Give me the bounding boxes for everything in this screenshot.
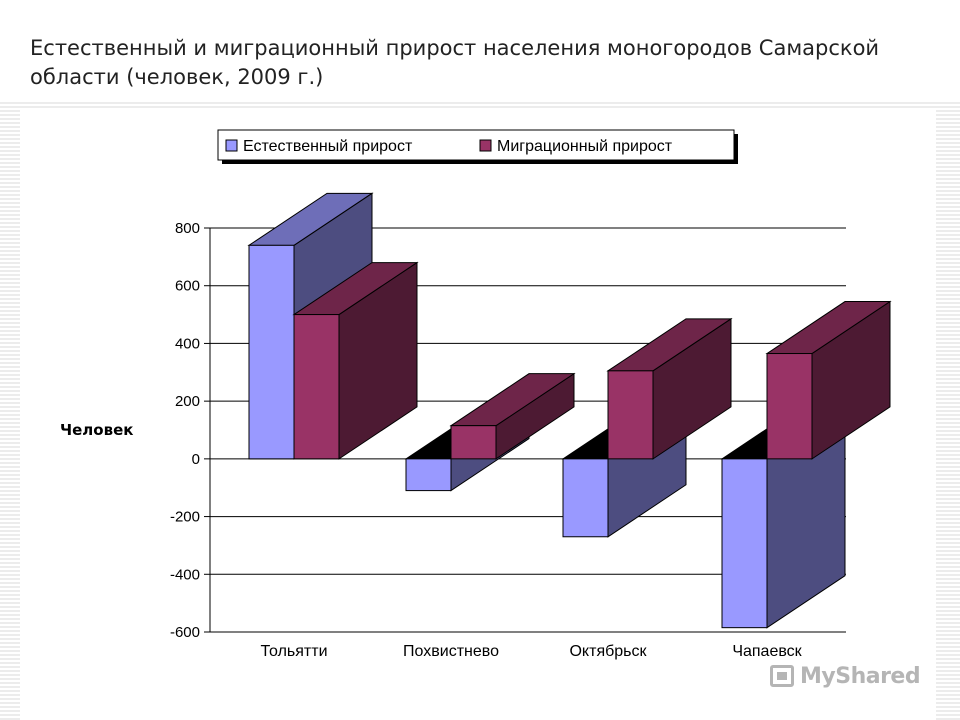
- y-tick-label: 0: [192, 451, 200, 468]
- presentation-icon: [770, 665, 794, 687]
- bar-migration-2-front: [607, 370, 654, 460]
- y-tick-label: 400: [175, 335, 200, 352]
- bar-migration-2: [606, 317, 733, 460]
- slide-title: Естественный и миграционный прирост насе…: [30, 36, 880, 89]
- legend-entry: Миграционный прирост: [497, 138, 673, 155]
- chart-svg: 800 600 400 200 0 -200 -400 -600 Человек Тольятти…: [60, 129, 892, 660]
- bar-migration-1-front: [450, 425, 497, 460]
- y-tick-label: -200: [170, 509, 200, 526]
- y-tick-label: 200: [175, 393, 200, 410]
- bar-natural-2-front: [562, 458, 609, 538]
- bars: [247, 192, 892, 629]
- y-tick-label: 600: [175, 278, 200, 295]
- x-category-label: Похвистнево: [403, 643, 499, 660]
- bar-natural-3-front: [721, 458, 768, 629]
- x-category-label: Тольятти: [261, 643, 328, 660]
- bar-migration-0: [292, 261, 419, 460]
- labels: 800 600 400 200 0 -200 -400 -600 Человек Тольятти…: [60, 220, 803, 660]
- y-tick-label: -600: [170, 624, 200, 641]
- x-category-label: Чапаевск: [732, 643, 802, 660]
- legend: Естественный прирост Миграционный прирост: [217, 129, 738, 164]
- legend-entry: Естественный прирост: [243, 138, 413, 155]
- bar-natural-0-front: [248, 244, 295, 460]
- x-category-label: Октябрьск: [569, 643, 647, 660]
- chart-area: 800 600 400 200 0 -200 -400 -600 Человек Тольятти…: [20, 108, 936, 720]
- bar-migration-3: [765, 300, 892, 460]
- bar-migration-1: [449, 372, 576, 460]
- bar-natural-1-front: [405, 458, 452, 492]
- watermark-text: MyShared: [800, 663, 921, 689]
- watermark: MyShared: [770, 660, 921, 692]
- y-axis-title: Человек: [60, 421, 133, 439]
- legend-swatch: [479, 139, 492, 152]
- legend-swatch: [225, 139, 238, 152]
- bar-migration-3-front: [766, 353, 813, 460]
- bar-migration-0-front: [293, 314, 340, 460]
- y-tick-label: 800: [175, 220, 200, 237]
- axes: [204, 227, 211, 633]
- legend-box: [217, 129, 735, 161]
- y-tick-label: -400: [170, 566, 200, 583]
